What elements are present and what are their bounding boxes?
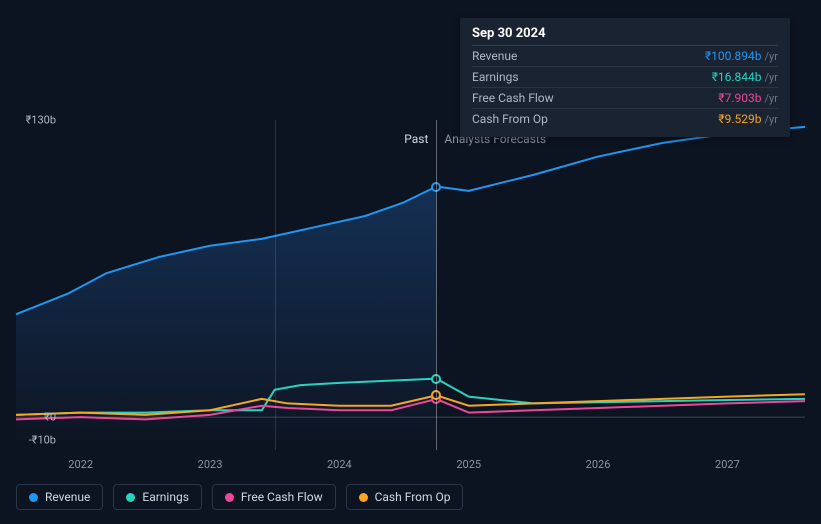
y-tick-label: ₹0	[16, 411, 56, 424]
tooltip-series-label: Revenue	[472, 49, 517, 63]
x-tick-label: 2022	[68, 458, 93, 471]
tooltip-series-value: ₹16.844b	[712, 70, 762, 84]
legend-item-earnings[interactable]: Earnings	[113, 484, 202, 510]
legend-item-free-cash-flow[interactable]: Free Cash Flow	[212, 484, 336, 510]
tooltip-row: Earnings ₹16.844b/yr	[472, 67, 778, 88]
chart-plot-area[interactable]: ₹130b₹0-₹10b 202220232024202520262027 Pa…	[16, 120, 805, 440]
legend-label: Free Cash Flow	[241, 490, 323, 504]
tooltip-row: Revenue ₹100.894b/yr	[472, 46, 778, 67]
tooltip-series-value: ₹100.894b	[705, 49, 762, 63]
tooltip-row: Cash From Op ₹9.529b/yr	[472, 109, 778, 129]
legend-dot-icon	[29, 493, 38, 502]
chart-tooltip: Sep 30 2024 Revenue ₹100.894b/yrEarnings…	[460, 18, 790, 137]
tooltip-series-label: Earnings	[472, 70, 519, 84]
tooltip-row: Free Cash Flow ₹7.903b/yr	[472, 88, 778, 109]
legend-label: Revenue	[45, 490, 90, 504]
x-tick-label: 2023	[198, 458, 223, 471]
past-forecast-divider	[275, 120, 276, 450]
cursor-line	[436, 120, 437, 450]
chart-lines-svg	[16, 120, 805, 440]
tooltip-unit: /yr	[765, 113, 778, 126]
tooltip-series-value: ₹7.903b	[718, 91, 761, 105]
tooltip-series-value: ₹9.529b	[718, 112, 761, 126]
tooltip-series-label: Free Cash Flow	[472, 91, 554, 105]
y-tick-label: -₹10b	[16, 434, 56, 447]
legend-item-cash-from-op[interactable]: Cash From Op	[346, 484, 464, 510]
x-tick-label: 2027	[715, 458, 740, 471]
legend-item-revenue[interactable]: Revenue	[16, 484, 103, 510]
legend: Revenue Earnings Free Cash Flow Cash From O…	[16, 484, 463, 510]
past-region-label: Past	[404, 132, 428, 146]
tooltip-unit: /yr	[765, 71, 778, 84]
tooltip-series-label: Cash From Op	[472, 112, 548, 126]
tooltip-unit: /yr	[765, 50, 778, 63]
x-tick-label: 2024	[327, 458, 352, 471]
tooltip-date: Sep 30 2024	[472, 26, 778, 46]
x-tick-label: 2026	[586, 458, 611, 471]
y-tick-label: ₹130b	[16, 114, 56, 127]
legend-label: Cash From Op	[375, 490, 451, 504]
legend-dot-icon	[126, 493, 135, 502]
legend-dot-icon	[225, 493, 234, 502]
legend-label: Earnings	[142, 490, 189, 504]
legend-dot-icon	[359, 493, 368, 502]
tooltip-unit: /yr	[765, 92, 778, 105]
x-tick-label: 2025	[456, 458, 481, 471]
